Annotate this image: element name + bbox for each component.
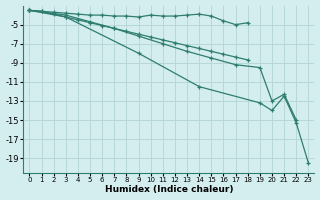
X-axis label: Humidex (Indice chaleur): Humidex (Indice chaleur): [105, 185, 233, 194]
